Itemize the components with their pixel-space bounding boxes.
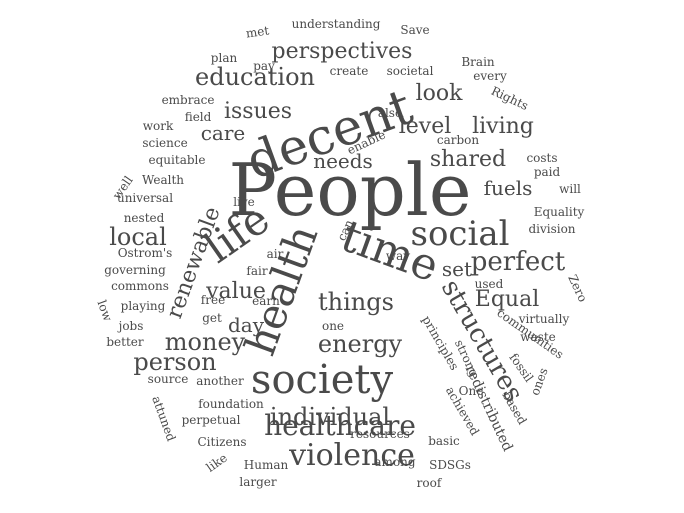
word-will: will	[559, 182, 581, 196]
word-perpetual: perpetual	[182, 413, 241, 427]
word-low: low	[95, 298, 116, 324]
word-universal: universal	[117, 191, 173, 205]
word-jobs: jobs	[117, 319, 144, 333]
word-air: air	[267, 247, 284, 261]
word-roof: roof	[417, 476, 443, 490]
word-society: society	[251, 357, 394, 403]
word-waste: waste	[520, 330, 556, 344]
word-sdsgs: SDSGs	[429, 458, 471, 472]
word-equality: Equality	[534, 205, 585, 219]
word-costs: costs	[526, 151, 557, 165]
word-attuned: attuned	[149, 394, 178, 443]
word-larger: larger	[239, 475, 277, 489]
word-level: level	[399, 114, 452, 139]
word-equal: Equal	[475, 287, 539, 312]
word-playing: playing	[121, 299, 166, 313]
word-among: among	[374, 455, 415, 469]
word-needs: needs	[313, 149, 373, 173]
word-individual: individual	[270, 403, 390, 431]
word-commons: commons	[111, 279, 169, 293]
word-people: People	[229, 148, 472, 232]
word-day: day	[228, 313, 265, 337]
word-earn: earn	[252, 294, 280, 308]
word-fair: fair	[246, 264, 267, 278]
word-human: Human	[244, 458, 289, 472]
word-healthcare: healthcare	[264, 409, 416, 442]
word-local: local	[109, 223, 167, 251]
word-met: met	[245, 23, 270, 40]
word-get: get	[202, 311, 222, 325]
word-social: social	[411, 214, 510, 254]
word-better: better	[106, 335, 144, 349]
word-value: value	[205, 279, 266, 304]
word-pay: pay	[253, 59, 275, 73]
word-foundation: foundation	[198, 397, 264, 411]
word-societal: societal	[387, 64, 434, 78]
word-person: person	[133, 348, 216, 376]
word-every: every	[473, 69, 507, 83]
word-zero: Zero	[565, 272, 590, 304]
word-things: things	[318, 288, 394, 316]
word-another: another	[196, 374, 244, 388]
word-shared: shared	[430, 147, 506, 172]
word-resources: resources	[350, 427, 410, 441]
word-way: way	[386, 249, 410, 263]
word-nested: nested	[124, 211, 165, 225]
word-citizens: Citizens	[198, 435, 247, 449]
word-energy: energy	[318, 330, 403, 358]
word-education: education	[195, 63, 315, 91]
word-violence: violence	[288, 438, 415, 473]
word-money: money	[165, 328, 246, 356]
word-issues: issues	[224, 99, 292, 124]
word-like: like	[204, 451, 230, 475]
word-science: science	[142, 136, 187, 150]
word-source: source	[148, 372, 189, 386]
word-plan: plan	[211, 51, 238, 65]
word-fuels: fuels	[484, 176, 533, 200]
word-embrace: embrace	[162, 93, 215, 107]
word-virtually: virtually	[518, 312, 570, 326]
word-create: create	[330, 64, 369, 78]
word-one_cap: One	[459, 384, 484, 398]
word-understanding: understanding	[292, 17, 381, 31]
word-also: also	[378, 106, 402, 120]
word-brain: Brain	[461, 55, 495, 69]
word-equitable: equitable	[149, 153, 206, 167]
word-free: free	[201, 293, 225, 307]
word-paid: paid	[534, 165, 561, 179]
word-used: used	[475, 277, 504, 291]
word-work: work	[143, 119, 174, 133]
word-perspectives: perspectives	[272, 39, 413, 64]
word-one: one	[322, 319, 344, 333]
word-field: field	[185, 110, 212, 124]
word-care: care	[201, 121, 246, 145]
word-save: Save	[400, 23, 429, 37]
word-carbon: carbon	[437, 133, 480, 147]
word-ostroms: Ostrom's	[118, 246, 173, 260]
word-set: set	[442, 257, 472, 281]
word-living: living	[472, 114, 534, 139]
word-division: division	[528, 222, 575, 236]
word-live: live	[233, 195, 255, 209]
word-look: look	[416, 81, 464, 106]
word-perfect: perfect	[471, 247, 566, 277]
word-rights: Rights	[489, 84, 531, 113]
word-governing: governing	[104, 263, 166, 277]
word-basic: basic	[428, 434, 460, 448]
word-wealth: Wealth	[142, 173, 184, 187]
